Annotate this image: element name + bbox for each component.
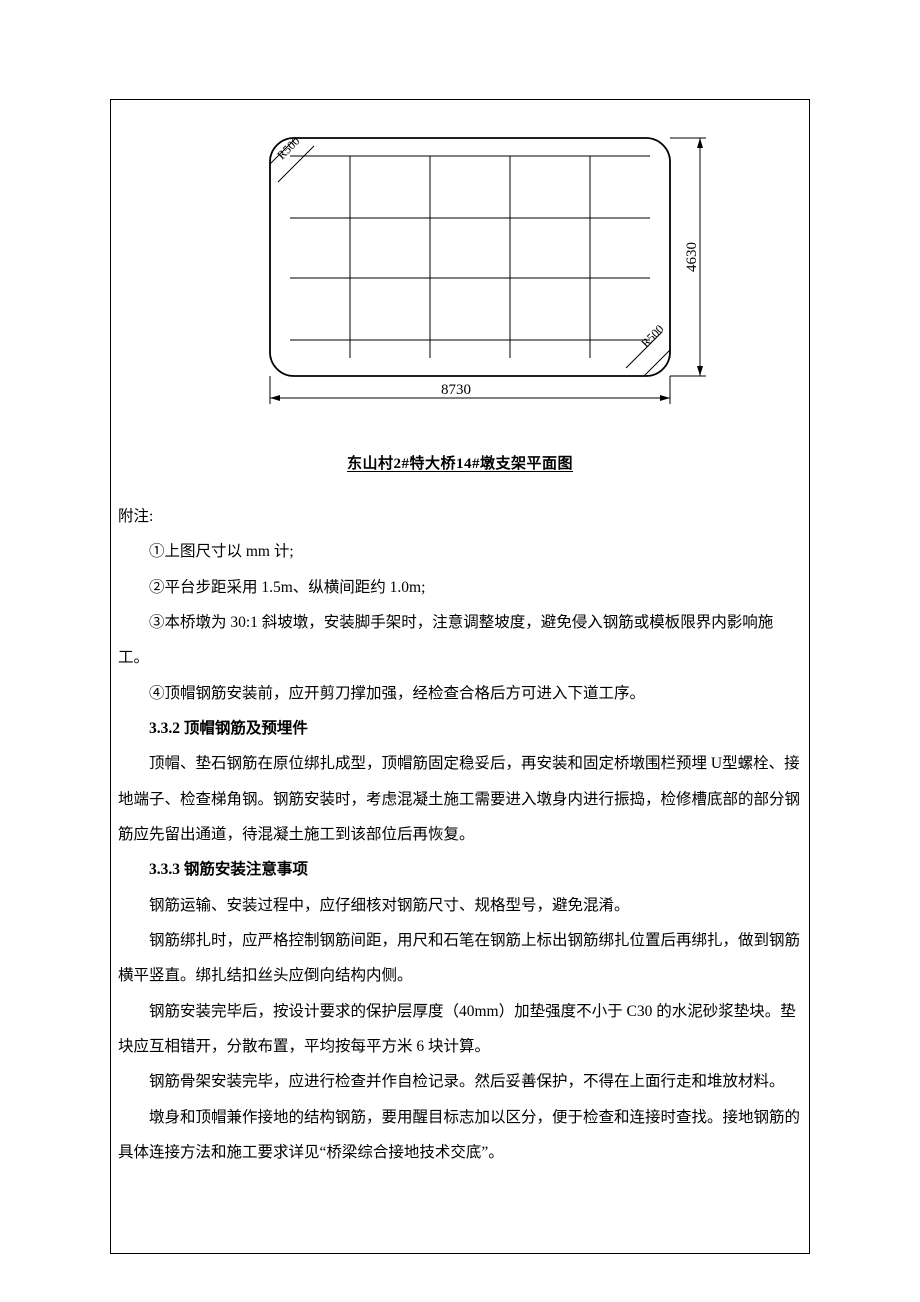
section-paragraph: 墩身和顶帽兼作接地的结构钢筋，要用醒目标志加以区分，便于检查和连接时查找。接地钢… xyxy=(118,1100,802,1171)
body-text: 附注: ①上图尺寸以 mm 计;②平台步距采用 1.5m、纵横间距约 1.0m;… xyxy=(118,499,802,1170)
plan-diagram: R500R50087304630 xyxy=(210,118,710,438)
attachments-label: 附注: xyxy=(118,499,802,534)
note-item: ④顶帽钢筋安装前，应开剪刀撑加强，经检查合格后方可进入下道工序。 xyxy=(118,676,802,711)
dim-bottom-label: 8730 xyxy=(441,382,471,398)
section-paragraph: 钢筋运输、安装过程中，应仔细核对钢筋尺寸、规格型号，避免混淆。 xyxy=(118,888,802,923)
section-paragraph: 钢筋骨架安装完毕，应进行检查并作自检记录。然后妥善保护，不得在上面行走和堆放材料… xyxy=(118,1064,802,1099)
radius-label: R500 xyxy=(638,322,666,350)
section-heading: 3.3.2 顶帽钢筋及预埋件 xyxy=(118,711,802,746)
note-item: ②平台步距采用 1.5m、纵横间距约 1.0m; xyxy=(118,570,802,605)
dim-right-label: 4630 xyxy=(684,242,700,272)
diagram-container: R500R50087304630 xyxy=(118,100,802,438)
section-heading: 3.3.3 钢筋安装注意事项 xyxy=(118,852,802,887)
note-item: ③本桥墩为 30:1 斜坡墩，安装脚手架时，注意调整坡度，避免侵入钢筋或模板限界… xyxy=(118,605,802,676)
section-paragraph: 钢筋绑扎时，应严格控制钢筋间距，用尺和石笔在钢筋上标出钢筋绑扎位置后再绑扎，做到… xyxy=(118,923,802,994)
note-item: ①上图尺寸以 mm 计; xyxy=(118,534,802,569)
section-paragraph: 顶帽、垫石钢筋在原位绑扎成型，顶帽筋固定稳妥后，再安装和固定桥墩围栏预埋 U型螺… xyxy=(118,746,802,852)
section-paragraph: 钢筋安装完毕后，按设计要求的保护层厚度（40mm）加垫强度不小于 C30 的水泥… xyxy=(118,994,802,1065)
page-content: R500R50087304630 东山村2#特大桥14#墩支架平面图 附注: ①… xyxy=(118,100,802,1170)
diagram-caption: 东山村2#特大桥14#墩支架平面图 xyxy=(118,452,802,473)
